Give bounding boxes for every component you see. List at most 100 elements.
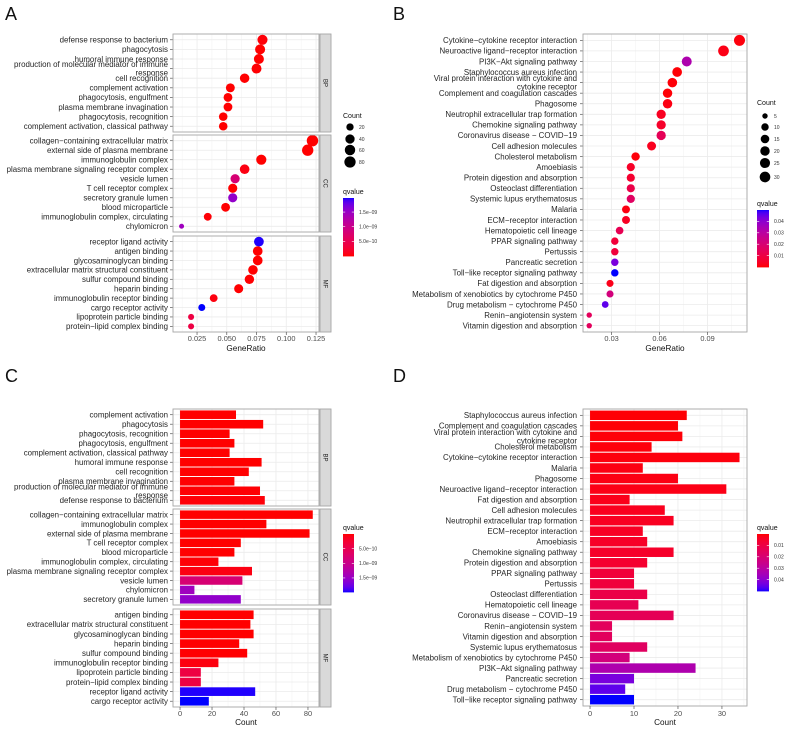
category-label: extracellular matrix structural constitu… bbox=[27, 266, 169, 275]
colorbar-slice bbox=[757, 216, 769, 218]
colorbar-slice bbox=[757, 571, 769, 573]
size-legend-key bbox=[759, 171, 771, 183]
plot-background bbox=[173, 34, 319, 132]
colorbar-slice bbox=[757, 265, 769, 267]
category-label: Osteoclast differentiation bbox=[490, 590, 577, 599]
colorbar-slice bbox=[343, 200, 354, 202]
colorbar-slice bbox=[757, 238, 769, 240]
dot-plasma-membrane-signaling-receptor-complex bbox=[239, 164, 250, 175]
colorbar-slice bbox=[757, 237, 769, 239]
dot-systemic-lupus-erythematosus bbox=[626, 194, 635, 203]
facet-strip bbox=[319, 408, 332, 507]
colorbar-slice bbox=[757, 262, 769, 264]
color-legend-label: 5.0e−10 bbox=[359, 546, 377, 552]
bar-collagen-containing-extracellular-matrix bbox=[180, 510, 313, 519]
category-label: Amoebiasis bbox=[536, 538, 577, 547]
category-label: collagen−containing extracellular matrix bbox=[30, 510, 168, 519]
colorbar-slice bbox=[343, 232, 354, 234]
colorbar-slice bbox=[343, 558, 354, 560]
size-legend-title: Count bbox=[343, 113, 362, 120]
colorbar-slice bbox=[757, 535, 769, 537]
category-label: plasma membrane invagination bbox=[58, 477, 168, 486]
colorbar-slice bbox=[343, 565, 354, 567]
colorbar-slice bbox=[343, 544, 354, 546]
x-tick-label: 40 bbox=[240, 709, 248, 718]
category-label: Metabolism of xenobiotics by cytochrome … bbox=[412, 653, 578, 662]
plot-background bbox=[173, 236, 319, 332]
category-label: secretory granule lumen bbox=[83, 595, 168, 604]
colorbar-slice bbox=[757, 545, 769, 547]
category-label: cargo receptor activity bbox=[91, 303, 168, 312]
colorbar-slice bbox=[757, 239, 769, 241]
category-label: phagocytosis, engulfment bbox=[79, 93, 169, 102]
colorbar-slice bbox=[343, 562, 354, 564]
bar-osteoclast-differentiation bbox=[590, 589, 648, 600]
dot-complement-activation bbox=[225, 83, 235, 93]
category-label: collagen−containing extracellular matrix bbox=[30, 137, 168, 146]
facet-strip-label: BP bbox=[322, 453, 328, 461]
legend: qvalue 5.0e−10 1.0e−09 1.5e−09 bbox=[343, 525, 377, 593]
bar-immunoglobulin-complex bbox=[180, 519, 267, 529]
dot-protein-lipid-complex-binding bbox=[188, 323, 195, 330]
size-legend-key bbox=[760, 134, 770, 144]
category-label: Pancreatic secretion bbox=[506, 258, 578, 267]
panel-letter: A bbox=[5, 4, 17, 24]
colorbar-slice bbox=[757, 538, 769, 540]
colorbar-slice bbox=[343, 570, 354, 572]
category-label: T cell receptor complex bbox=[87, 184, 168, 193]
colorbar-slice bbox=[757, 249, 769, 251]
facet-strip-label: CC bbox=[322, 179, 328, 188]
colorbar-slice bbox=[757, 263, 769, 265]
category-label: protein−lipid complex binding bbox=[66, 322, 168, 331]
category-label: defense response to bacterium bbox=[60, 36, 169, 45]
dot-ecm-receptor-interaction bbox=[622, 216, 630, 224]
category-label: defense response to bacterium bbox=[60, 496, 169, 505]
category-label: PI3K−Akt signaling pathway bbox=[479, 57, 577, 66]
colorbar-slice bbox=[343, 210, 354, 212]
color-legend-label: 1.5e−09 bbox=[359, 576, 377, 582]
category-label: Amoebiasis bbox=[536, 163, 577, 172]
x-tick-label: 80 bbox=[304, 709, 312, 718]
colorbar-slice bbox=[343, 581, 354, 583]
panel-border bbox=[172, 408, 320, 507]
dot-immunoglobulin-receptor-binding bbox=[209, 294, 218, 303]
dot-osteoclast-differentiation bbox=[626, 184, 635, 193]
bar-pi3k-akt-signaling-pathway bbox=[590, 663, 696, 673]
category-label-line: response bbox=[136, 491, 169, 500]
bar-defense-response-to-bacterium bbox=[180, 496, 265, 505]
colorbar-slice bbox=[757, 222, 769, 224]
category-label: Phagosome bbox=[535, 100, 578, 109]
colorbar-slice bbox=[343, 209, 354, 211]
panel-letter: B bbox=[393, 4, 405, 24]
panel-border bbox=[172, 134, 320, 233]
dot-antigen-binding bbox=[252, 246, 263, 256]
dot-complement-and-coagulation-cascades bbox=[662, 88, 673, 98]
dot-external-side-of-plasma-membrane bbox=[302, 144, 314, 156]
colorbar-slice bbox=[757, 257, 769, 259]
colorbar-slice bbox=[757, 568, 769, 570]
colorbar-slice bbox=[757, 534, 769, 536]
colorbar-slice bbox=[343, 591, 354, 593]
category-label: secretory granule lumen bbox=[83, 194, 168, 203]
bar-complement-activation-classical-pathway bbox=[180, 448, 230, 458]
bar-chylomicron bbox=[180, 585, 195, 595]
colorbar-slice bbox=[757, 575, 769, 577]
dot-coronavirus-disease-covid-19 bbox=[656, 130, 666, 141]
category-label: extracellular matrix structural constitu… bbox=[27, 620, 169, 629]
bar-pancreatic-secretion bbox=[590, 673, 635, 684]
colorbar-slice bbox=[343, 551, 354, 553]
dot-defense-response-to-bacterium bbox=[257, 34, 268, 45]
bar-humoral-immune-response bbox=[180, 457, 262, 467]
colorbar-slice bbox=[343, 574, 354, 576]
panel-border bbox=[582, 408, 748, 707]
dot-pancreatic-secretion bbox=[611, 258, 619, 266]
colorbar-slice bbox=[343, 589, 354, 591]
category-label: production of molecular mediator of immu… bbox=[14, 482, 169, 500]
colorbar-slice bbox=[343, 540, 354, 542]
bar-cytokine-cytokine-receptor-interaction bbox=[590, 452, 740, 463]
bar-immunoglobulin-complex-circulating bbox=[180, 557, 219, 566]
category-label: complement activation, classical pathway bbox=[24, 449, 168, 458]
colorbar-slice bbox=[757, 253, 769, 255]
colorbar-slice bbox=[757, 247, 769, 249]
